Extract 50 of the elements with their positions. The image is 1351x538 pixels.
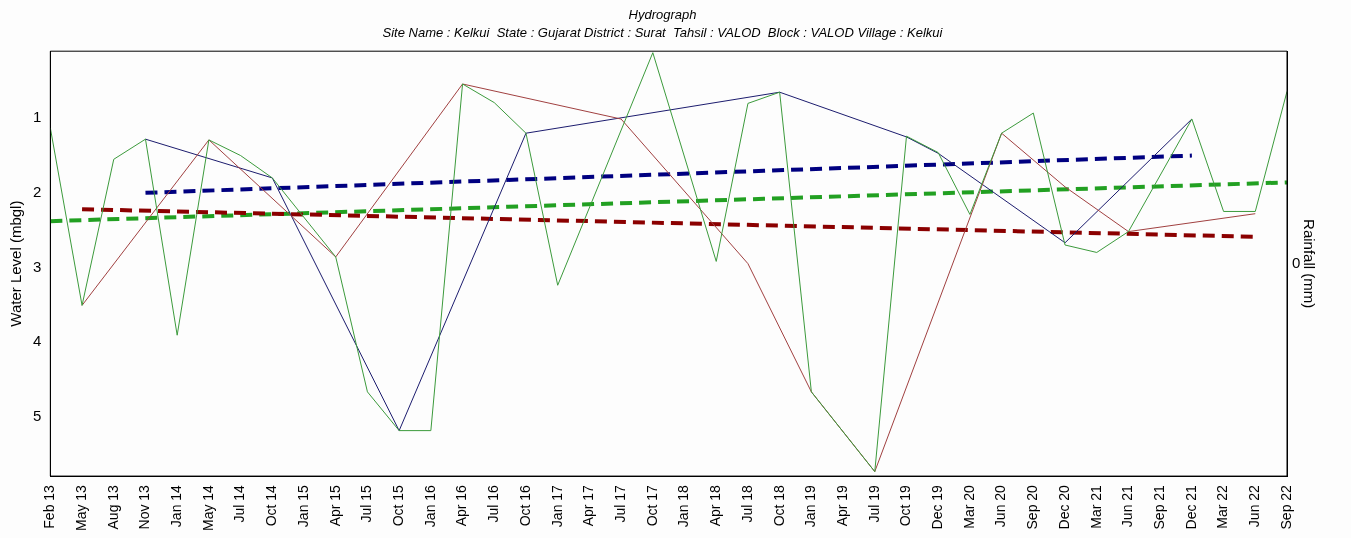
x-tick-label: Jul 18 — [738, 484, 755, 523]
x-tick-label: Apr 15 — [326, 484, 343, 527]
x-tick-label: Oct 18 — [770, 484, 787, 527]
x-tick-label: Oct 17 — [643, 484, 660, 527]
x-tick-label: May 13 — [72, 484, 89, 532]
chart-subtitle: Site Name : Kelkui State : Gujarat District : Surat Tahsil : VALOD Block : VALOD Village : Kelkui — [382, 25, 944, 41]
x-tick-label: Apr 18 — [707, 484, 724, 527]
x-tick-label: Jul 14 — [231, 484, 248, 523]
x-tick-label: Jan 16 — [421, 484, 438, 528]
y-tick-label: 3 — [33, 257, 42, 275]
x-tick-label: Aug 13 — [104, 484, 121, 530]
x-tick-label: Jul 17 — [611, 484, 628, 523]
x-tick-label: Jun 21 — [1119, 484, 1136, 528]
x-tick-label: Sep 21 — [1151, 484, 1168, 530]
x-tick-label: Dec 19 — [929, 484, 946, 530]
x-tick-label: Oct 15 — [390, 484, 406, 527]
x-tick-label: Sep 20 — [1024, 484, 1041, 530]
x-tick-label: Jun 20 — [992, 484, 1009, 528]
x-tick-label: Dec 21 — [1182, 484, 1199, 530]
x-tick-label: Apr 16 — [453, 484, 470, 527]
x-tick-label: Oct 14 — [263, 484, 280, 527]
x-tick-label: Jul 19 — [865, 484, 882, 523]
x-tick-label: Apr 17 — [580, 484, 597, 527]
x-tick-label: Jan 17 — [548, 484, 565, 528]
x-tick-label: Jul 16 — [485, 484, 502, 523]
x-tick-label: Apr 19 — [833, 484, 850, 527]
chart-title: Hydrograph — [628, 7, 697, 23]
x-tick-label: Sep 22 — [1277, 484, 1294, 530]
y-tick-label: 1 — [33, 108, 42, 126]
x-tick-label: Jan 15 — [294, 484, 311, 528]
x-tick-label: Nov 13 — [136, 484, 153, 530]
x-tick-label: Oct 16 — [516, 484, 533, 527]
x-tick-label: Mar 20 — [960, 484, 977, 529]
y2-axis-title: Rainfall (mm) — [1300, 219, 1318, 309]
x-tick-label: May 14 — [199, 484, 216, 532]
x-tick-label: Jan 18 — [675, 484, 692, 528]
x-tick-label: Jul 15 — [358, 484, 375, 523]
x-tick-label: Mar 22 — [1214, 484, 1231, 529]
x-tick-label: Dec 20 — [1055, 484, 1072, 530]
x-tick-label: Jun 22 — [1246, 484, 1263, 528]
y-tick-label: 2 — [33, 182, 42, 200]
y-axis-title: Water Level (mbgl) — [7, 200, 25, 327]
x-tick-label: Jan 19 — [802, 484, 819, 528]
x-tick-label: Feb 13 — [41, 484, 58, 529]
x-tick-label: Jan 14 — [168, 484, 185, 528]
x-tick-label: Oct 19 — [897, 484, 914, 527]
y-tick-label: 4 — [33, 332, 42, 350]
text: 0 — [1292, 253, 1301, 271]
y-tick-label: 5 — [33, 406, 42, 424]
x-tick-label: Mar 21 — [1087, 484, 1104, 529]
